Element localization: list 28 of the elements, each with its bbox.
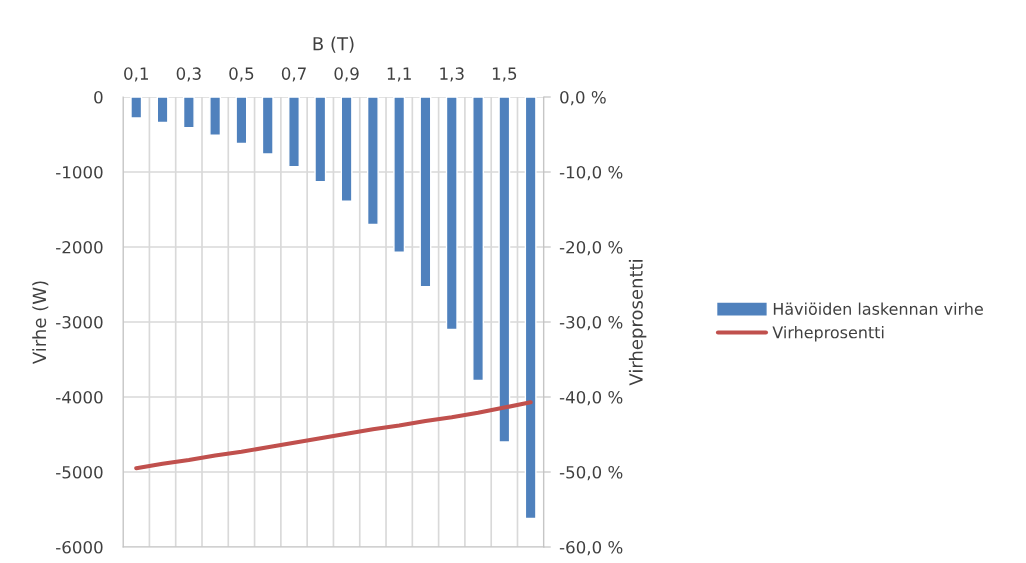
x-tick-label: 0,9 — [334, 67, 359, 82]
y-tick-label: -5000 — [56, 465, 103, 479]
x-tick-label: 1,1 — [387, 67, 411, 82]
y2-tick-label: -10,0 % — [559, 165, 623, 181]
y-tick-label: -1000 — [56, 165, 103, 179]
y2-tick-label: -40,0 % — [559, 390, 623, 406]
x-tick-label: 1,5 — [492, 67, 517, 82]
x-tick-label: 0,5 — [229, 67, 254, 82]
y2-tick-label: -50,0 % — [559, 465, 623, 481]
y2-tick-label: -20,0 % — [559, 240, 623, 256]
x-tick-label: 0,3 — [176, 67, 201, 82]
legend-label: Häviöiden laskennan virhe — [773, 302, 983, 315]
y2-axis-title: Virheprosentti — [628, 260, 647, 386]
x-tick-label: 0,7 — [281, 67, 306, 82]
legend-label: Virheprosentti — [772, 325, 884, 342]
y2-tick-label: -30,0 % — [559, 315, 623, 331]
y-tick-label: -3000 — [56, 315, 103, 329]
y-tick-label: 0 — [94, 90, 103, 104]
x-tick-label: 0,1 — [124, 67, 148, 82]
line-series — [134, 400, 533, 471]
y-axis-title: Virhe (W) — [32, 281, 49, 365]
y-tick-label: -2000 — [56, 240, 103, 254]
y-tick-label: -4000 — [56, 390, 103, 404]
y-tick-label: -6000 — [56, 540, 103, 554]
y2-tick-label: -60,0 % — [559, 540, 623, 556]
y2-tick-label: 0,0 % — [560, 90, 606, 106]
x-axis-title: B (T) — [313, 36, 354, 53]
x-tick-label: 1,3 — [440, 67, 464, 82]
